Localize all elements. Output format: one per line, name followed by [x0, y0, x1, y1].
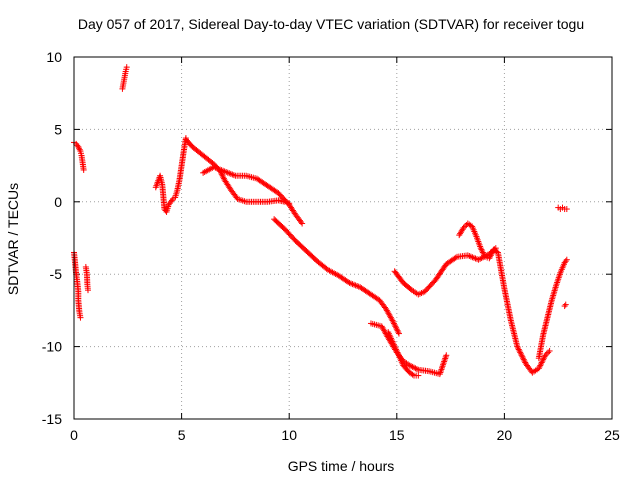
data-point: [520, 355, 527, 362]
data-point: [390, 318, 397, 325]
data-point: [452, 254, 459, 261]
data-points: [71, 64, 570, 379]
data-point: [298, 219, 305, 226]
data-point: [537, 362, 544, 369]
x-tick-label: 25: [604, 427, 620, 443]
data-point: [480, 250, 487, 257]
data-point: [561, 303, 568, 310]
x-tick-label: 5: [178, 427, 186, 443]
data-point: [519, 353, 526, 360]
data-point: [516, 347, 523, 354]
data-point: [487, 253, 494, 260]
x-tick-label: 10: [281, 427, 297, 443]
data-point: [75, 143, 82, 150]
data-point: [538, 359, 545, 366]
data-point: [392, 323, 399, 330]
data-point: [220, 174, 227, 181]
data-point: [486, 255, 493, 262]
data-point: [535, 365, 542, 372]
data-point: [76, 145, 83, 152]
plot-frame: [73, 56, 613, 420]
y-tick-label: 5: [54, 121, 62, 137]
data-point: [84, 287, 91, 294]
data-point: [562, 258, 569, 265]
gridlines: [74, 57, 612, 419]
data-point: [168, 197, 175, 204]
chart-title: Day 057 of 2017, Sidereal Day-to-day VTE…: [78, 16, 584, 32]
data-point: [540, 356, 547, 363]
data-point: [521, 358, 528, 365]
data-point: [408, 363, 415, 370]
data-point: [389, 317, 396, 324]
data-point: [488, 250, 495, 257]
data-point: [542, 352, 549, 359]
data-point: [537, 360, 544, 367]
data-point: [477, 245, 484, 252]
data-point: [390, 320, 397, 327]
data-point: [487, 252, 494, 259]
data-point: [520, 356, 527, 363]
data-point: [443, 352, 450, 359]
data-point: [406, 362, 413, 369]
data-point: [478, 246, 485, 253]
y-tick-label: -15: [42, 411, 62, 427]
data-point: [393, 326, 400, 333]
data-point: [415, 372, 422, 379]
data-point: [412, 365, 419, 372]
data-point: [563, 256, 570, 263]
x-axis-label: GPS time / hours: [288, 458, 395, 474]
y-tick-label: 0: [54, 194, 62, 210]
data-point: [460, 224, 467, 231]
data-point: [76, 146, 83, 153]
y-tick-label: 10: [46, 49, 62, 65]
data-point: [545, 349, 552, 356]
x-tick-label: 0: [70, 427, 78, 443]
y-tick-label: -5: [50, 266, 63, 282]
axis-ticks: 0 5 10 15 20 25 -15 -10 -5 0 5 10: [42, 49, 620, 443]
data-point: [543, 350, 550, 357]
data-point: [394, 327, 401, 334]
data-point: [515, 346, 522, 353]
data-point: [393, 324, 400, 331]
data-point: [395, 329, 402, 336]
data-point: [409, 371, 416, 378]
data-point: [461, 223, 468, 230]
data-point: [536, 363, 543, 370]
x-tick-label: 15: [389, 427, 405, 443]
data-point: [518, 352, 525, 359]
data-point: [515, 345, 522, 352]
data-point: [299, 220, 306, 227]
data-point: [517, 350, 524, 357]
data-point: [395, 330, 402, 337]
data-point: [540, 355, 547, 362]
data-point: [77, 314, 84, 321]
data-point: [479, 248, 486, 255]
data-point: [479, 249, 486, 256]
data-point: [517, 349, 524, 356]
data-point: [413, 366, 420, 373]
data-point: [411, 364, 418, 371]
x-tick-label: 20: [497, 427, 513, 443]
data-point: [562, 301, 569, 308]
data-point: [123, 64, 130, 71]
data-point: [546, 347, 553, 354]
data-point: [391, 321, 398, 328]
data-point: [563, 206, 570, 213]
y-tick-label: -10: [42, 339, 62, 355]
data-point: [409, 363, 416, 370]
y-axis-label: SDTVAR / TECUs: [5, 183, 21, 295]
data-point: [219, 172, 226, 179]
data-point: [514, 343, 521, 350]
data-point: [80, 166, 87, 173]
data-point: [539, 358, 546, 365]
